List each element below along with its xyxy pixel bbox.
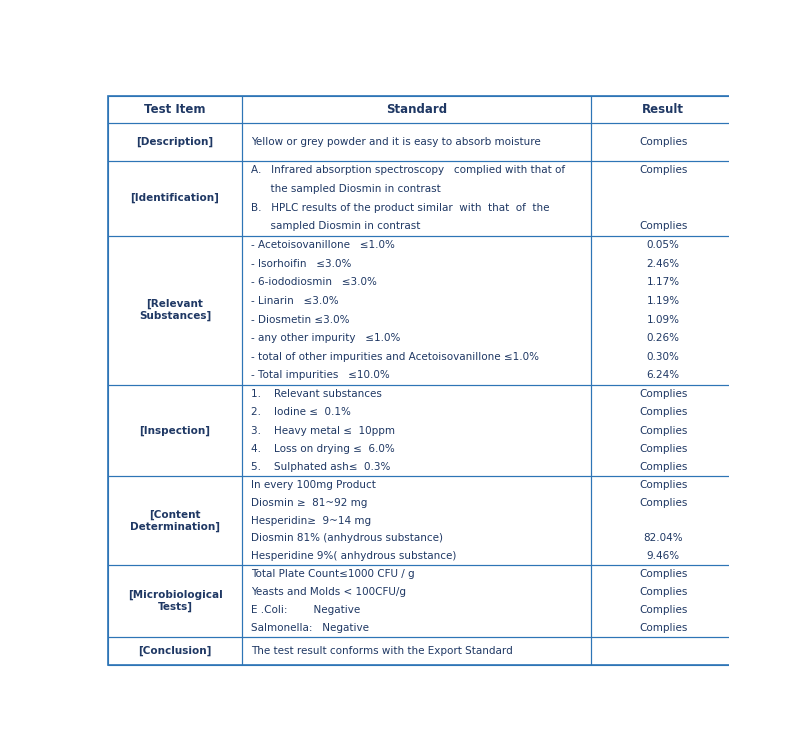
Text: Standard: Standard [386,103,447,116]
Text: 0.30%: 0.30% [646,352,680,362]
Text: 1.09%: 1.09% [646,314,680,324]
Text: Complies: Complies [639,425,687,436]
Text: Yeasts and Molds < 100CFU/g: Yeasts and Molds < 100CFU/g [251,587,406,597]
Text: [Relevant
Substances]: [Relevant Substances] [139,299,211,321]
Text: - Acetoisovanillone   ≤1.0%: - Acetoisovanillone ≤1.0% [251,240,395,250]
Bar [590,385,735,477]
Bar [590,97,735,124]
Text: 2.    Iodine ≤  0.1%: 2. Iodine ≤ 0.1% [251,407,351,417]
Text: [Conclusion]: [Conclusion] [139,646,211,656]
Text: 0.05%: 0.05% [646,240,680,250]
Text: Complies: Complies [639,137,687,147]
Text: Result: Result [642,103,684,116]
Bar [242,636,590,665]
Bar [590,636,735,665]
Text: [Content
Determination]: [Content Determination] [130,510,220,532]
Text: E .Coli:        Negative: E .Coli: Negative [251,605,360,615]
Text: 0.26%: 0.26% [646,333,680,343]
Bar [108,636,242,665]
Text: 1.19%: 1.19% [646,296,680,306]
Text: [Description]: [Description] [136,137,214,147]
Bar [242,124,590,161]
Bar [590,124,735,161]
Text: Diosmin ≥  81~92 mg: Diosmin ≥ 81~92 mg [251,498,368,508]
Text: Complies: Complies [639,222,687,231]
Text: Complies: Complies [639,605,687,615]
Bar [242,97,590,124]
Bar [108,477,242,565]
Bar [242,565,590,636]
Text: - Linarin   ≤3.0%: - Linarin ≤3.0% [251,296,339,306]
Text: Total Plate Count≤1000 CFU / g: Total Plate Count≤1000 CFU / g [251,569,415,579]
Text: 2.46%: 2.46% [646,259,680,268]
Text: 1.17%: 1.17% [646,277,680,287]
Text: - any other impurity   ≤1.0%: - any other impurity ≤1.0% [251,333,401,343]
Text: Complies: Complies [639,623,687,633]
Text: Complies: Complies [639,444,687,454]
Bar [108,124,242,161]
Text: sampled Diosmin in contrast: sampled Diosmin in contrast [251,222,420,231]
Bar [108,565,242,636]
Bar [590,161,735,236]
Text: Complies: Complies [639,498,687,508]
Text: B.   HPLC results of the product similar  with  that  of  the: B. HPLC results of the product similar w… [251,203,550,213]
Text: [Identification]: [Identification] [130,193,220,204]
Text: the sampled Diosmin in contrast: the sampled Diosmin in contrast [251,184,441,194]
Bar [108,97,242,124]
Text: Complies: Complies [639,587,687,597]
Text: 3.    Heavy metal ≤  10ppm: 3. Heavy metal ≤ 10ppm [251,425,395,436]
Text: Salmonella:   Negative: Salmonella: Negative [251,623,369,633]
Text: - total of other impurities and Acetoisovanillone ≤1.0%: - total of other impurities and Acetoiso… [251,352,539,362]
Text: 6.24%: 6.24% [646,370,680,381]
Text: [Inspection]: [Inspection] [139,425,211,436]
Text: 4.    Loss on drying ≤  6.0%: 4. Loss on drying ≤ 6.0% [251,444,395,454]
Text: Complies: Complies [639,407,687,417]
Text: A.   Infrared absorption spectroscopy   complied with that of: A. Infrared absorption spectroscopy comp… [251,165,565,175]
Text: Diosmin 81% (anhydrous substance): Diosmin 81% (anhydrous substance) [251,533,443,544]
Bar [590,236,735,385]
Bar [108,161,242,236]
Text: In every 100mg Product: In every 100mg Product [251,480,376,490]
Text: Complies: Complies [639,165,687,175]
Bar [108,385,242,477]
Text: [Microbiological
Tests]: [Microbiological Tests] [128,590,223,612]
Bar [108,236,242,385]
Text: 9.46%: 9.46% [646,551,680,561]
Text: Complies: Complies [639,389,687,399]
Text: Complies: Complies [639,480,687,490]
Text: 82.04%: 82.04% [643,533,683,544]
Text: 1.    Relevant substances: 1. Relevant substances [251,389,382,399]
Text: - Total impurities   ≤10.0%: - Total impurities ≤10.0% [251,370,390,381]
Bar [242,477,590,565]
Bar [242,161,590,236]
Text: Complies: Complies [639,569,687,579]
Text: - 6-iododiosmin   ≤3.0%: - 6-iododiosmin ≤3.0% [251,277,377,287]
Text: Hesperidin≥  9~14 mg: Hesperidin≥ 9~14 mg [251,516,371,526]
Text: Test Item: Test Item [144,103,206,116]
Bar [242,385,590,477]
Bar [590,477,735,565]
Text: 5.    Sulphated ash≤  0.3%: 5. Sulphated ash≤ 0.3% [251,462,390,472]
Text: Complies: Complies [639,462,687,472]
Text: The test result conforms with the Export Standard: The test result conforms with the Export… [251,646,513,656]
Text: - Isorhoifin   ≤3.0%: - Isorhoifin ≤3.0% [251,259,352,268]
Text: Yellow or grey powder and it is easy to absorb moisture: Yellow or grey powder and it is easy to … [251,137,541,147]
Text: - Diosmetin ≤3.0%: - Diosmetin ≤3.0% [251,314,350,324]
Text: Hesperidine 9%( anhydrous substance): Hesperidine 9%( anhydrous substance) [251,551,457,561]
Bar [590,565,735,636]
Bar [242,236,590,385]
